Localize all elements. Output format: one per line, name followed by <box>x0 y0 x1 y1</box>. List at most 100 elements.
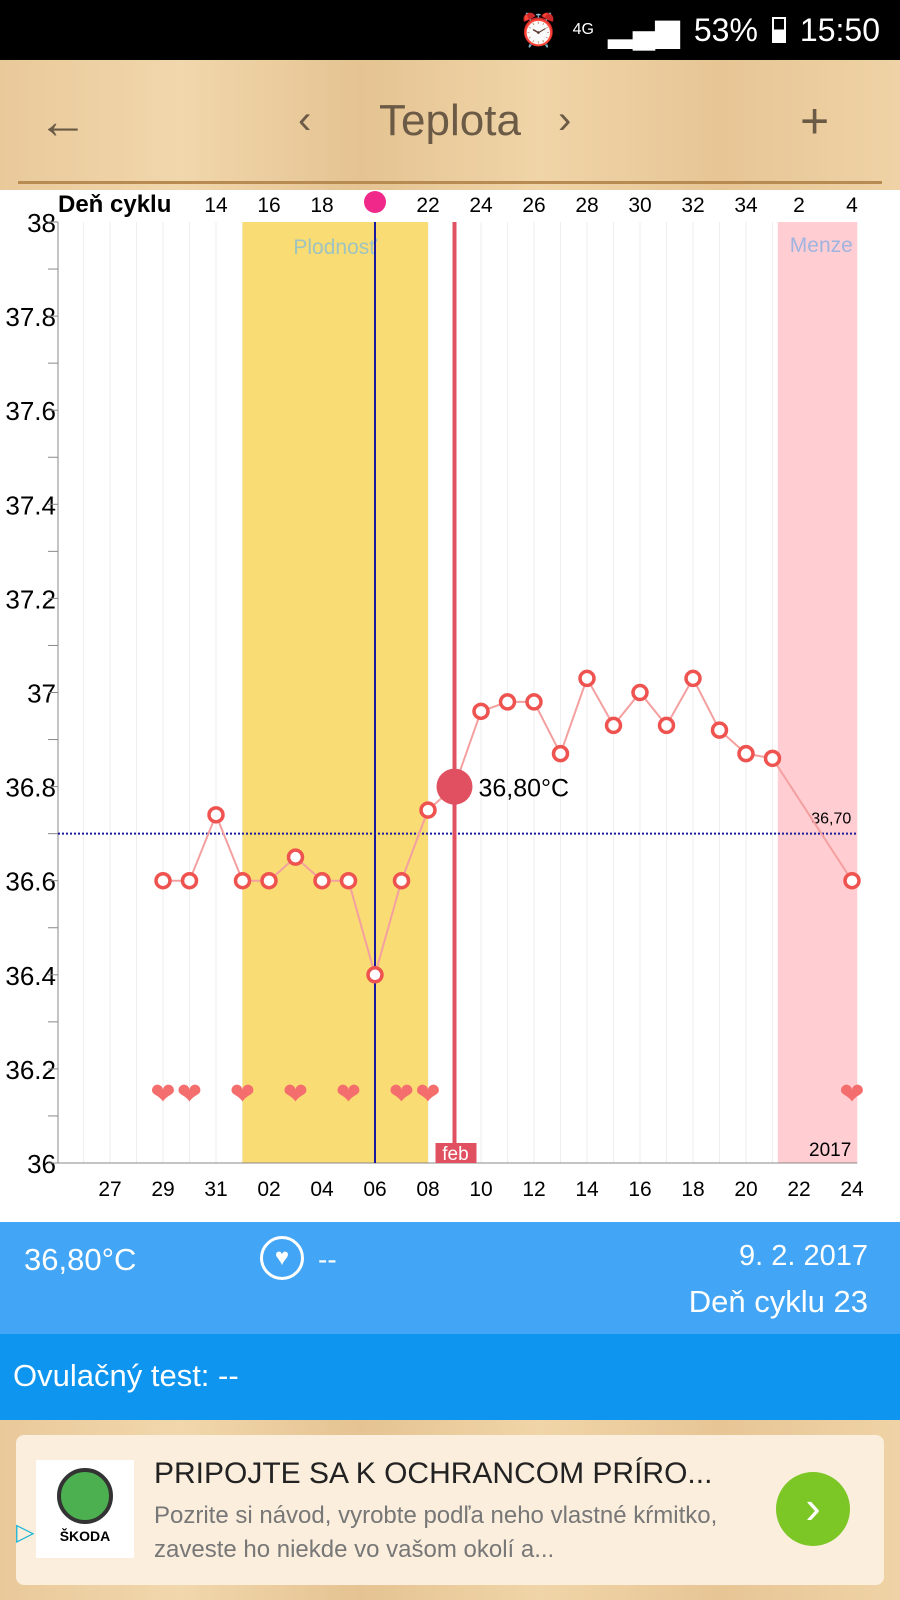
x-tick-label: 31 <box>204 1178 227 1201</box>
temperature-point <box>551 744 570 763</box>
selected-temperature: 36,80°C <box>24 1242 137 1277</box>
y-tick-label: 36.8 <box>5 773 56 803</box>
heart-icon: ❤ <box>389 1078 414 1111</box>
y-tick-label: 37.2 <box>5 584 56 614</box>
temperature-point <box>233 871 252 890</box>
ovulation-test[interactable]: Ovulačný test: -- <box>0 1334 900 1420</box>
x-tick-label: 08 <box>416 1178 439 1201</box>
signal-icon: ▂▄▆ <box>607 12 680 48</box>
plot-area <box>58 222 858 1163</box>
heart-icon: ❤ <box>839 1078 864 1111</box>
y-tick-label: 37.6 <box>5 396 56 426</box>
x-tick-label: 10 <box>469 1178 492 1201</box>
divider <box>18 181 882 184</box>
heart-icon: ❤ <box>177 1078 202 1111</box>
temperature-point <box>180 871 199 890</box>
battery-percent: 53% <box>693 11 758 48</box>
menses-band <box>777 222 858 1163</box>
temperature-point <box>763 749 782 768</box>
cycle-day-label: Deň cyklu <box>58 191 171 218</box>
ad-card[interactable]: ŠKODA PRIPOJTE SA K OCHRANCOM PRÍRO... P… <box>16 1435 884 1585</box>
adchoices-icon[interactable]: ▷ <box>16 1519 35 1546</box>
temperature-chart[interactable]: Plodnosť Menze 36 36.2 36.4 36.6 36.8 37 37.2 37.… <box>0 190 900 1220</box>
temperature-point <box>472 702 490 721</box>
temperature-point <box>154 871 172 890</box>
cycle-tick-label: 4 <box>846 194 858 217</box>
y-tick-label: 37 <box>27 679 56 709</box>
heart-icon: ❤ <box>150 1078 175 1111</box>
temperature-point <box>525 693 543 711</box>
temperature-point <box>392 871 411 890</box>
cycle-tick-label: 2 <box>793 194 805 217</box>
cycle-tick-label: 18 <box>310 194 333 217</box>
cycle-day: Deň cyklu 23 <box>688 1284 868 1319</box>
x-tick-label: 24 <box>840 1178 864 1201</box>
x-tick-label: 18 <box>681 1178 704 1201</box>
status-bar: ⏰ 4G ▂▄▆ 53% 15:50 <box>0 0 900 60</box>
temperature-point <box>737 744 755 763</box>
heart-icon: ❤ <box>283 1078 308 1111</box>
temperature-point <box>339 871 358 890</box>
selected-point <box>436 768 473 805</box>
chevron-right-icon[interactable]: › <box>558 98 572 142</box>
year-label: 2017 <box>809 1140 851 1161</box>
cycle-tick-label: 26 <box>522 194 545 217</box>
arrow-left-icon[interactable]: ← <box>38 93 88 149</box>
cycle-tick-label: 30 <box>628 194 651 217</box>
ad-headline[interactable]: PRIPOJTE SA K OCHRANCOM PRÍRO... <box>154 1457 713 1490</box>
app-bar: ← ‹ Teplota › + <box>0 60 900 190</box>
alarm-icon: ⏰ <box>518 12 559 48</box>
y-tick-label: 36.2 <box>5 1055 56 1085</box>
intercourse-value: -- <box>318 1244 337 1275</box>
temperature-point <box>578 669 596 688</box>
temperature-point <box>498 693 517 711</box>
y-tick-label: 36 <box>27 1149 56 1179</box>
ad-brand: ŠKODA <box>59 1528 111 1544</box>
selected-date: 9. 2. 2017 <box>739 1240 868 1272</box>
cycle-tick-label: 32 <box>681 194 704 217</box>
battery-icon <box>771 17 786 43</box>
y-tick-label: 37.4 <box>5 490 56 520</box>
chevron-left-icon[interactable]: ‹ <box>298 98 312 142</box>
ovulation-marker <box>364 191 386 213</box>
cycle-tick-label: 28 <box>575 194 598 217</box>
x-tick-label: 14 <box>575 1178 599 1201</box>
fertile-band <box>242 222 428 1163</box>
page-title: Teplota <box>379 96 521 145</box>
coverline-label: 36,70 <box>811 811 851 828</box>
selected-point-label: 36,80°C <box>479 775 570 803</box>
temperature-point <box>657 716 676 735</box>
skoda-logo: ŠKODA <box>36 1460 134 1558</box>
temperature-point <box>419 801 437 819</box>
cycle-tick-label: 22 <box>416 194 439 217</box>
heart-circle-icon[interactable]: ♥ <box>260 1236 304 1280</box>
temperature-point <box>207 806 225 824</box>
cycle-tick-label: 24 <box>469 194 493 217</box>
temperature-point <box>843 871 861 890</box>
y-tick-label: 36.4 <box>5 961 56 991</box>
menses-label: Menze <box>790 234 853 257</box>
x-tick-label: 02 <box>257 1178 280 1201</box>
temperature-point <box>604 716 623 735</box>
heart-icon: ❤ <box>336 1078 361 1111</box>
fertile-label: Plodnosť <box>293 236 378 259</box>
x-tick-label: 12 <box>522 1178 545 1201</box>
ad-body: Pozrite si návod, vyrobte podľa neho vla… <box>154 1502 718 1563</box>
x-tick-label: 22 <box>787 1178 810 1201</box>
x-tick-label: 20 <box>734 1178 757 1201</box>
x-tick-label: 06 <box>363 1178 386 1201</box>
ad-banner[interactable]: ŠKODA PRIPOJTE SA K OCHRANCOM PRÍRO... P… <box>0 1420 900 1600</box>
temperature-point <box>260 871 278 890</box>
ad-cta-chevron-right-icon[interactable]: › <box>776 1472 850 1546</box>
x-tick-label: 29 <box>151 1178 174 1201</box>
x-tick-label: 16 <box>628 1178 651 1201</box>
temperature-point <box>366 966 384 984</box>
y-tick-label: 37.8 <box>5 302 56 332</box>
4g-icon: 4G <box>572 21 594 38</box>
y-tick-label: 38 <box>27 208 56 238</box>
temperature-point <box>710 721 729 739</box>
temperature-point <box>684 669 702 688</box>
clock: 15:50 <box>799 11 880 48</box>
x-tick-label: 04 <box>310 1178 334 1201</box>
plus-icon[interactable]: + <box>800 93 830 149</box>
